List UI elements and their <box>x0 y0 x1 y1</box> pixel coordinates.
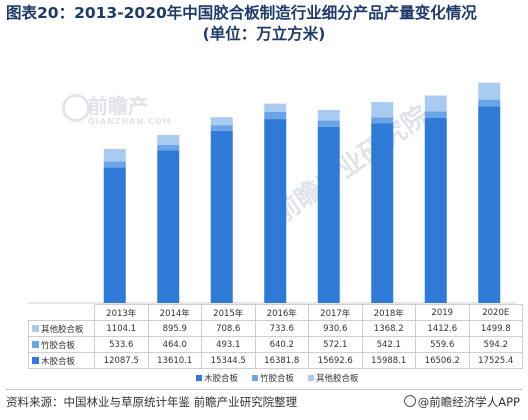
data-label: 533.6 <box>94 336 149 353</box>
legend-item-1: 竹胶合板 <box>252 372 294 384</box>
data-label: 12087.5 <box>94 352 149 369</box>
bar-segment-2-4 <box>317 109 340 121</box>
data-label: 464.0 <box>147 336 202 353</box>
legend-swatch <box>32 340 39 348</box>
data-label: 895.9 <box>147 320 202 337</box>
data-label: 15344.5 <box>201 352 256 369</box>
bar-segment-0-3 <box>264 119 287 304</box>
legend-swatch <box>308 375 315 381</box>
bar-segment-2-3 <box>264 103 287 112</box>
bar-segment-1-5 <box>371 117 394 124</box>
data-label: 930.6 <box>308 320 363 337</box>
bar-segment-2-1 <box>157 134 180 145</box>
chart-title: 图表20：2013-2020年中国胶合板制造行业细分产品产量变化情况 <box>6 4 477 22</box>
bar-segment-1-6 <box>424 111 447 118</box>
chart-legend: 木胶合板 竹胶合板 其他胶合板 <box>196 372 359 384</box>
table-row: 其他胶合板 1104.1 895.9 708.6 733.6 930.6 1368.2 141… <box>28 320 523 337</box>
table-row-label: 竹胶合板 <box>28 336 95 353</box>
watermark-logo-icon <box>62 94 90 122</box>
legend-swatch <box>32 356 39 364</box>
data-table: 2013年 2014年 2015年 2016年 2017年 2018年 2019 2020E 其… <box>28 304 523 369</box>
legend-swatch <box>196 375 202 381</box>
table-row: 竹胶合板 533.6 464.0 493.1 640.2 572.1 542.1 559.6 5… <box>28 336 523 353</box>
data-label: 16381.8 <box>254 352 309 369</box>
x-tick-label: 2014年 <box>147 304 202 321</box>
bar-segment-0-6 <box>424 117 447 303</box>
data-label: 1104.1 <box>94 320 149 337</box>
x-tick-label: 2020E <box>468 304 523 321</box>
x-tick-label: 2016年 <box>254 304 309 321</box>
x-tick-label: 2015年 <box>201 304 256 321</box>
bar-segment-0-2 <box>210 130 233 303</box>
bar-segment-0-0 <box>103 167 126 303</box>
table-row-label: 木胶合板 <box>28 352 95 369</box>
data-label: 15988.1 <box>361 352 416 369</box>
data-label: 1499.8 <box>468 320 523 337</box>
chart-subtitle: (单位：万立方米) <box>202 25 326 43</box>
bar-segment-1-2 <box>210 125 233 131</box>
x-tick-label: 2019 <box>415 304 470 321</box>
data-label: 733.6 <box>254 320 309 337</box>
bar-segment-0-4 <box>317 126 340 303</box>
table-row-label: 其他胶合板 <box>28 320 95 337</box>
bar-segment-2-5 <box>371 102 394 118</box>
data-label: 13610.1 <box>147 352 202 369</box>
bar-segment-1-7 <box>478 99 501 107</box>
bar-segment-2-6 <box>424 95 447 112</box>
data-label: 1368.2 <box>361 320 416 337</box>
bar-segment-2-7 <box>478 82 501 100</box>
brand-label: @前瞻经济学人APP <box>403 394 520 410</box>
bar-segment-1-3 <box>264 111 287 120</box>
data-label: 640.2 <box>254 336 309 353</box>
bar-segment-2-0 <box>103 148 126 162</box>
data-label: 572.1 <box>308 336 363 353</box>
table-corner <box>28 304 95 321</box>
x-tick-label: 2018年 <box>361 304 416 321</box>
data-label: 542.1 <box>361 336 416 353</box>
data-label: 559.6 <box>415 336 470 353</box>
data-label: 17525.4 <box>468 352 523 369</box>
bar-segment-0-7 <box>478 106 501 304</box>
bar-segment-0-1 <box>157 150 180 303</box>
legend-item-0: 木胶合板 <box>196 372 238 384</box>
bar-segment-0-5 <box>371 123 394 303</box>
data-label: 16506.2 <box>415 352 470 369</box>
bar-segment-2-2 <box>210 117 233 126</box>
x-tick-label: 2013年 <box>94 304 149 321</box>
source-note: 资料来源：中国林业与草原统计年鉴 前瞻产业研究院整理 <box>6 395 298 409</box>
brand-logo-icon <box>403 395 416 407</box>
bar-segment-1-0 <box>103 161 126 168</box>
legend-swatch <box>32 324 39 332</box>
data-label: 493.1 <box>201 336 256 353</box>
data-label: 594.2 <box>468 336 523 353</box>
table-row: 木胶合板 12087.5 13610.1 15344.5 16381.8 15692.6 1… <box>28 352 523 369</box>
data-label: 1412.6 <box>415 320 470 337</box>
legend-item-2: 其他胶合板 <box>308 372 359 384</box>
footer-divider <box>6 389 522 390</box>
bar-segment-1-1 <box>157 144 180 151</box>
data-label: 15692.6 <box>308 352 363 369</box>
legend-swatch <box>252 375 259 381</box>
data-label: 708.6 <box>201 320 256 337</box>
x-tick-label: 2017年 <box>308 304 363 321</box>
stacked-bar-chart <box>28 82 516 304</box>
bar-segment-1-4 <box>317 120 340 127</box>
